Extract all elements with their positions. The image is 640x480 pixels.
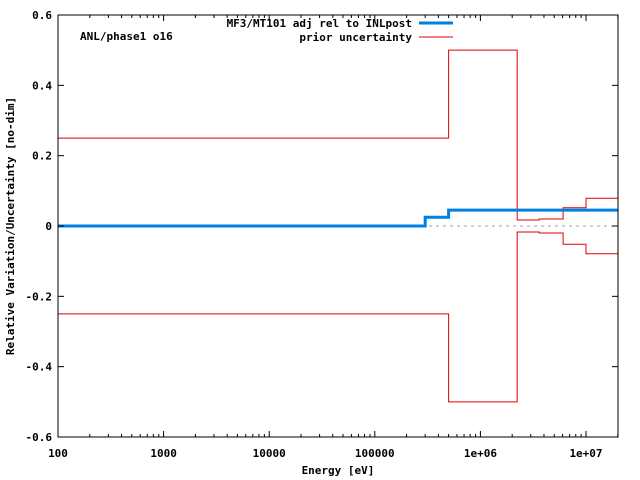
x-tick-label: 1000 [150,447,177,460]
x-tick-label: 100 [48,447,68,460]
series-line-2 [58,49,618,221]
y-tick-label: 0 [45,220,52,233]
axis-tick-labels: 100 1000 10000 100000 1e+06 1e+07 0.6 0.4 0.2 0 -0… [26,9,603,460]
series-line-1 [58,208,618,228]
series-line-2-negative [58,231,618,403]
annotation-label: ANL/phase1 o16 [80,30,173,43]
y-tick-label: 0.2 [32,150,52,163]
x-tick-label: 1e+06 [464,447,497,460]
y-axis-label: Relative Variation/Uncertainty [no-dim] [4,97,17,355]
x-tick-label: 10000 [253,447,286,460]
legend-label-series-1: MF3/MT101 adj rel to INLpost [227,17,412,30]
x-axis-label: Energy [eV] [302,464,375,477]
legend: MF3/MT101 adj rel to INLpost prior uncer… [227,17,453,44]
legend-label-series-2: prior uncertainty [299,31,412,44]
x-tick-label: 1e+07 [569,447,602,460]
y-tick-label: -0.6 [26,431,53,444]
y-tick-label: 0.6 [32,9,52,22]
axis-ticks [57,14,619,438]
x-tick-label: 100000 [355,447,395,460]
y-tick-label: -0.2 [26,290,53,303]
y-tick-label: -0.4 [26,361,53,374]
y-tick-label: 0.4 [32,79,52,92]
plot-lines [58,49,618,403]
